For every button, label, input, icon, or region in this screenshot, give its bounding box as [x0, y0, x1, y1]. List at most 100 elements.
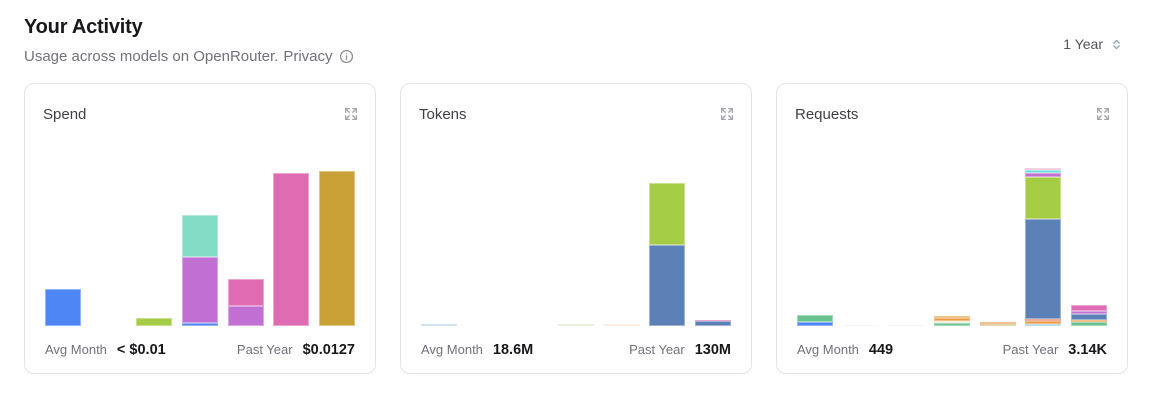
bar-segment-orange — [1025, 321, 1062, 324]
card-title: Tokens — [419, 106, 467, 123]
chart-bar — [421, 324, 457, 326]
chart-bar — [227, 279, 264, 326]
bar-segment-orchid — [1070, 310, 1107, 314]
card-footer: Avg Month 449 Past Year 3.14K — [797, 342, 1107, 358]
past-year-stat: Past Year 130M — [629, 342, 731, 358]
stat-label: Past Year — [629, 342, 685, 357]
page-header: Your Activity Usage across models on Ope… — [0, 0, 1151, 65]
stat-label: Avg Month — [421, 342, 483, 357]
bar-segment-steel_blue — [649, 245, 686, 326]
page-title: Your Activity — [24, 16, 143, 38]
card-title: Requests — [795, 106, 859, 123]
requests-card: Requests Avg Month 449 Past Year 3.14K — [776, 83, 1128, 374]
bar-segment-orchid — [1025, 173, 1062, 177]
bar-segment-steel_blue — [694, 321, 731, 326]
card-footer: Avg Month 18.6M Past Year 130M — [421, 342, 731, 358]
subtitle-text: Usage across models on OpenRouter. — [24, 48, 279, 65]
stat-value: 3.14K — [1068, 342, 1107, 358]
avg-month-stat: Avg Month 449 — [797, 342, 893, 358]
bar-segment-pale_orange — [603, 324, 640, 326]
expand-arrows-icon[interactable] — [1095, 104, 1111, 122]
page-subtitle: Usage across models on OpenRouter. Priva… — [24, 48, 1127, 65]
chart-bar — [136, 318, 173, 326]
chart-bar — [888, 324, 925, 326]
bar-segment-blue — [797, 321, 833, 326]
bar-segment-faint_mint — [842, 324, 879, 326]
past-year-stat: Past Year $0.0127 — [237, 342, 355, 358]
chart-bar — [181, 215, 218, 326]
expand-arrows-icon[interactable] — [719, 104, 735, 122]
stat-label: Avg Month — [45, 342, 107, 357]
spend-chart — [45, 136, 355, 326]
card-header: Requests — [777, 84, 1127, 126]
bar-segment-orchid — [227, 306, 264, 326]
privacy-link[interactable]: Privacy — [283, 48, 333, 65]
card-header: Tokens — [401, 84, 751, 126]
chart-bar — [1025, 168, 1062, 326]
stat-value: 18.6M — [492, 342, 534, 358]
bar-segment-steel_blue — [1070, 313, 1107, 320]
chart-bar — [694, 320, 731, 326]
bar-segment-pink — [227, 279, 264, 306]
bar-segment-yellow_green — [649, 183, 686, 245]
card-header: Spend — [25, 84, 375, 126]
time-range-value: 1 Year — [1063, 36, 1103, 52]
bar-segment-pink — [694, 320, 731, 321]
bar-segment-steel_blue — [1025, 219, 1062, 319]
chart-bar — [979, 322, 1016, 326]
chart-bar — [933, 316, 970, 326]
bar-segment-sea_green — [1070, 321, 1107, 326]
stat-label: Past Year — [236, 342, 293, 357]
bar-segment-orange — [933, 317, 970, 321]
stat-value: $0.0127 — [302, 342, 355, 358]
avg-month-stat: Avg Month < $0.01 — [45, 342, 166, 358]
activity-cards-row: Spend Avg Month < $0.01 Past Year $0.012… — [0, 83, 1151, 374]
bar-segment-pale_yellow — [933, 320, 970, 323]
bar-segment-orange — [979, 322, 1016, 324]
avg-month-stat: Avg Month 18.6M — [421, 342, 533, 358]
bar-segment-yellow_green — [136, 318, 173, 326]
bar-segment-amber — [933, 316, 970, 318]
card-title: Spend — [43, 106, 87, 123]
chart-bar — [649, 183, 686, 326]
tokens-chart — [421, 136, 731, 326]
bar-segment-pink — [273, 173, 310, 326]
spend-card: Spend Avg Month < $0.01 Past Year $0.012… — [24, 83, 376, 374]
bar-segment-orchid — [181, 257, 218, 323]
bar-segment-tan — [979, 324, 1016, 326]
tokens-card: Tokens Avg Month 18.6M Past Year 130M — [400, 83, 752, 374]
time-range-select[interactable]: 1 Year — [1063, 36, 1123, 52]
chart-bar — [45, 289, 81, 326]
bar-segment-faint_azure — [888, 324, 925, 326]
chart-bar — [557, 324, 594, 326]
stat-value: 449 — [868, 342, 894, 358]
bar-segment-orange — [1070, 320, 1107, 322]
expand-arrows-icon[interactable] — [343, 104, 359, 122]
stat-label: Avg Month — [797, 342, 859, 357]
chevron-up-down-icon — [1110, 38, 1123, 51]
bar-segment-sea_green — [797, 314, 833, 322]
stat-value: 130M — [694, 342, 731, 358]
card-footer: Avg Month < $0.01 Past Year $0.0127 — [45, 342, 355, 358]
requests-chart — [797, 136, 1107, 326]
chart-bar — [842, 324, 879, 326]
bar-segment-salmon — [1025, 319, 1062, 321]
bar-segment-light_blue — [1025, 323, 1062, 326]
chart-bar — [797, 314, 833, 326]
bar-segment-pale_blue — [421, 324, 457, 326]
bar-segment-pale_pink — [1025, 168, 1062, 170]
stat-label: Past Year — [1002, 342, 1059, 357]
chart-bar — [603, 324, 640, 326]
bar-segment-teal — [181, 215, 218, 257]
bar-segment-gold — [318, 171, 355, 326]
bar-segment-yellow_green — [1025, 177, 1062, 219]
bar-segment-cyan — [1025, 170, 1062, 173]
bar-segment-blue — [181, 323, 218, 326]
bar-segment-pale_green — [557, 324, 594, 326]
chart-bar — [318, 171, 355, 326]
stat-value: < $0.01 — [116, 342, 166, 358]
info-circle-icon[interactable] — [339, 49, 354, 64]
chart-bar — [1070, 304, 1107, 326]
bar-segment-pink — [1070, 304, 1107, 311]
chart-bar — [273, 173, 310, 326]
